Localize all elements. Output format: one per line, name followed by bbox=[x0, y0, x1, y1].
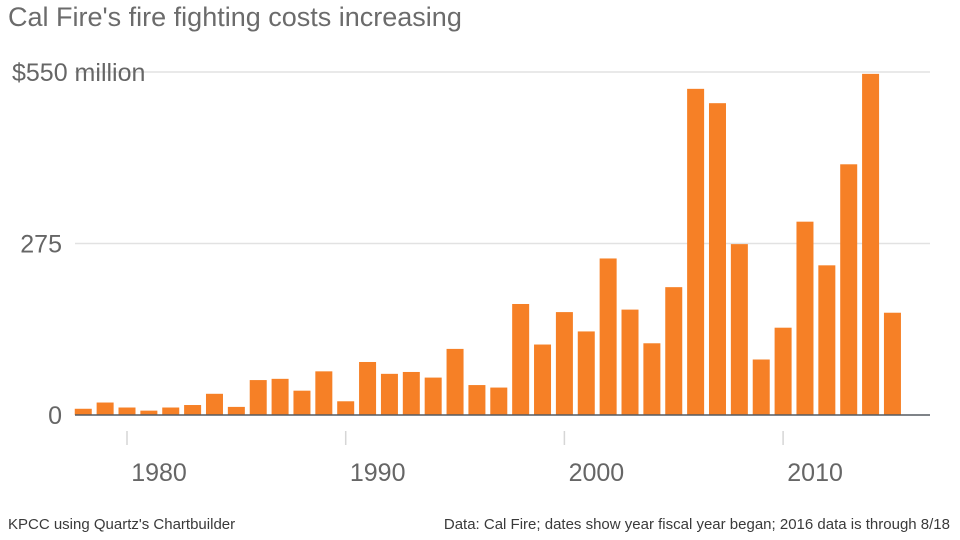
bar bbox=[162, 407, 180, 415]
x-tick-label: 1990 bbox=[350, 459, 406, 487]
credit-text: KPCC using Quartz's Chartbuilder bbox=[8, 516, 236, 533]
y-tick-label: 0 bbox=[48, 402, 62, 430]
bar bbox=[490, 387, 508, 415]
bar bbox=[96, 402, 114, 415]
bar bbox=[708, 103, 726, 415]
bar bbox=[687, 88, 705, 415]
bar bbox=[293, 390, 311, 415]
bar bbox=[468, 385, 486, 415]
bar bbox=[555, 312, 573, 415]
bar bbox=[205, 393, 223, 415]
bar bbox=[599, 258, 617, 415]
bar bbox=[227, 406, 245, 415]
bar bbox=[249, 380, 267, 415]
bar bbox=[621, 309, 639, 415]
bar bbox=[271, 378, 289, 415]
bar bbox=[534, 344, 552, 415]
bar bbox=[424, 377, 442, 415]
source-note: Data: Cal Fire; dates show year fiscal y… bbox=[443, 516, 950, 533]
x-tick-label: 2000 bbox=[569, 459, 625, 487]
bar bbox=[315, 371, 333, 415]
bar bbox=[118, 407, 136, 415]
bar bbox=[512, 303, 530, 415]
bar bbox=[184, 405, 202, 415]
bar bbox=[730, 244, 748, 415]
x-tick-label: 1980 bbox=[131, 459, 187, 487]
bar bbox=[643, 343, 661, 415]
bar bbox=[446, 348, 464, 415]
bar bbox=[840, 164, 858, 415]
axes: 0 275 $550 million 1980 1990 2000 2010 bbox=[12, 59, 930, 487]
x-tick-label: 2010 bbox=[787, 459, 843, 487]
bars bbox=[74, 73, 901, 415]
chart-title: Cal Fire's fire fighting costs increasin… bbox=[8, 2, 462, 32]
bar bbox=[577, 331, 595, 415]
bar bbox=[665, 287, 683, 415]
gridlines bbox=[75, 71, 930, 245]
bar bbox=[74, 408, 92, 415]
y-tick-label: 275 bbox=[20, 231, 62, 259]
bar bbox=[380, 373, 398, 415]
bar bbox=[883, 312, 901, 415]
bar bbox=[402, 371, 420, 415]
bar bbox=[774, 327, 792, 415]
bar bbox=[140, 410, 158, 415]
bar bbox=[337, 401, 355, 415]
bar bbox=[862, 73, 880, 415]
bar bbox=[796, 221, 814, 415]
bar bbox=[752, 359, 770, 415]
bar bbox=[359, 361, 377, 415]
bar bbox=[818, 265, 836, 415]
y-tick-label: $550 million bbox=[12, 59, 145, 87]
